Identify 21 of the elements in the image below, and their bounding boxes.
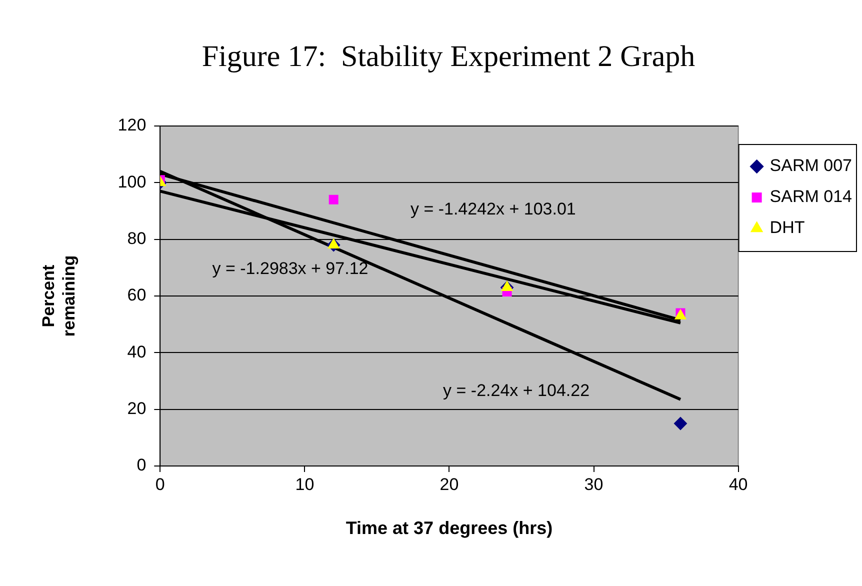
y-tick-label: 120 bbox=[118, 116, 146, 135]
annotation: y = -1.2983x + 97.12 bbox=[212, 258, 368, 278]
y-tick-label: 0 bbox=[136, 456, 146, 475]
annotation: y = -2.24x + 104.22 bbox=[443, 380, 590, 400]
x-tick-label: 0 bbox=[155, 474, 165, 494]
y-axis-title: Percent remaining bbox=[38, 255, 78, 337]
x-axis-title: Time at 37 degrees (hrs) bbox=[346, 518, 553, 538]
annotation: y = -1.4242x + 103.01 bbox=[410, 199, 576, 218]
legend-label: SARM 007 bbox=[770, 156, 852, 176]
y-tick-label: 60 bbox=[127, 286, 146, 305]
chart-title: Figure 17: Stability Experiment 2 Graph bbox=[202, 40, 696, 73]
y-tick-label: 80 bbox=[127, 229, 146, 248]
y-tick-label: 40 bbox=[127, 342, 146, 362]
x-tick-label: 10 bbox=[295, 474, 314, 494]
x-tick-label: 30 bbox=[584, 474, 604, 494]
x-tick-label: 40 bbox=[728, 474, 748, 494]
y-tick-label: 20 bbox=[127, 399, 146, 418]
x-tick-label: 20 bbox=[440, 474, 459, 494]
y-tick-label: 100 bbox=[118, 172, 146, 192]
legend-label: DHT bbox=[770, 218, 805, 238]
legend-label: SARM 014 bbox=[770, 187, 852, 206]
